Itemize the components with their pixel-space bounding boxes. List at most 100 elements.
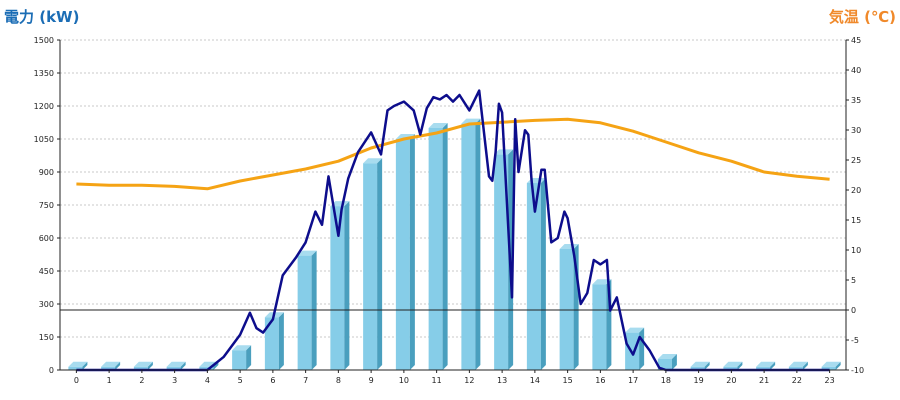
bar-face [461,123,476,370]
bar-side [770,361,776,370]
bar-top [657,354,677,359]
right-tick-label: 45 [851,36,861,45]
right-tick-label: 10 [851,246,861,255]
left-tick-label: 150 [39,333,54,342]
bar-side [246,345,252,370]
x-tick-label: 18 [661,376,671,385]
bar-face [264,317,279,370]
bar [657,354,677,370]
bar-top [821,361,841,367]
bar-face [592,284,607,370]
bar-top [101,361,121,367]
x-tick-label: 12 [464,376,474,385]
right-tick-labels: -10 -5 0 5 10 15 20 25 30 35 40 45 [846,36,864,375]
bar-face [297,255,312,370]
x-tick-label: 10 [399,376,409,385]
bar-side [442,123,448,370]
gridlines [60,39,846,338]
right-tick-label: 20 [851,186,861,195]
bar-face [133,366,148,370]
bar [232,345,252,370]
bar [166,361,186,370]
x-tick-label: 22 [792,376,802,385]
left-tick-label: 1500 [34,36,54,45]
bar-face [166,366,181,370]
x-tick-label: 16 [595,376,605,385]
bar-face [395,139,410,370]
bar [526,178,546,370]
bar-top [723,361,743,367]
x-tick-label: 4 [205,376,210,385]
x-tick-label: 0 [74,376,79,385]
power-line [76,89,830,372]
left-tick-labels: 0 150 300 450 600 750 900 1050 1200 1350 1500 [34,36,60,375]
bar-side [377,158,383,370]
x-tick-label: 7 [303,376,308,385]
bar-face [723,366,738,370]
right-tick-label: -5 [851,336,859,345]
x-tick-label: 6 [270,376,275,385]
bar-side [639,327,645,370]
temperature-line [76,117,830,191]
bar-face [526,183,541,370]
left-tick-label: 1350 [34,69,54,78]
bar-side [671,354,677,370]
bar-side [835,361,841,370]
x-tick-label: 17 [628,376,638,385]
bar [330,201,350,370]
bar-side [802,361,808,370]
bar-top [625,327,645,333]
series-lines [60,89,846,372]
x-tick-label: 21 [759,376,769,385]
bar [821,361,841,370]
bar [101,361,121,370]
bar-top [133,361,153,367]
x-tick-label: 11 [432,376,442,385]
x-tick-label: 14 [530,376,540,385]
bar-face [756,366,771,370]
bar-top [428,123,448,128]
left-tick-label: 600 [39,234,54,243]
x-tick-label: 20 [726,376,736,385]
bar-face [330,206,345,370]
x-tick-label: 23 [825,376,835,385]
bar [428,123,448,370]
x-tick-label: 9 [369,376,374,385]
x-tick-label: 15 [563,376,573,385]
bar-top [788,361,808,367]
left-tick-label: 750 [39,201,54,210]
bar-side [278,312,284,370]
bar-side [82,361,88,370]
bar-side [475,118,481,370]
x-tick-label: 3 [172,376,177,385]
bar-top [166,361,186,367]
bar-top [330,201,350,207]
left-axis-title: 電力 (kW) [4,8,79,26]
bar-side [180,361,186,370]
bar-face [68,366,83,370]
bar-top [690,361,710,367]
bar-face [199,366,214,370]
bar [264,312,284,370]
x-tick-labels: 0 1 2 3 4 5 6 7 8 9 10 11 12 13 14 15 16 17 18 19 20 21 22 23 [74,370,835,385]
bar-face [690,366,705,370]
x-tick-label: 19 [694,376,704,385]
bar-face [657,359,672,370]
bar [68,361,88,370]
left-tick-label: 1200 [34,102,54,111]
x-tick-label: 13 [497,376,507,385]
bar [461,118,481,370]
right-tick-label: 25 [851,156,861,165]
right-axis-title: 気温 (℃) [829,8,896,26]
right-tick-label: -10 [851,366,864,375]
x-tick-label: 2 [139,376,144,385]
bar-top [297,250,317,256]
bar-side [704,361,710,370]
left-tick-label: 0 [49,366,54,375]
bar-top [68,361,88,367]
bar-face [821,366,836,370]
x-tick-label: 8 [336,376,341,385]
power-bars [68,118,841,370]
x-tick-label: 5 [238,376,243,385]
